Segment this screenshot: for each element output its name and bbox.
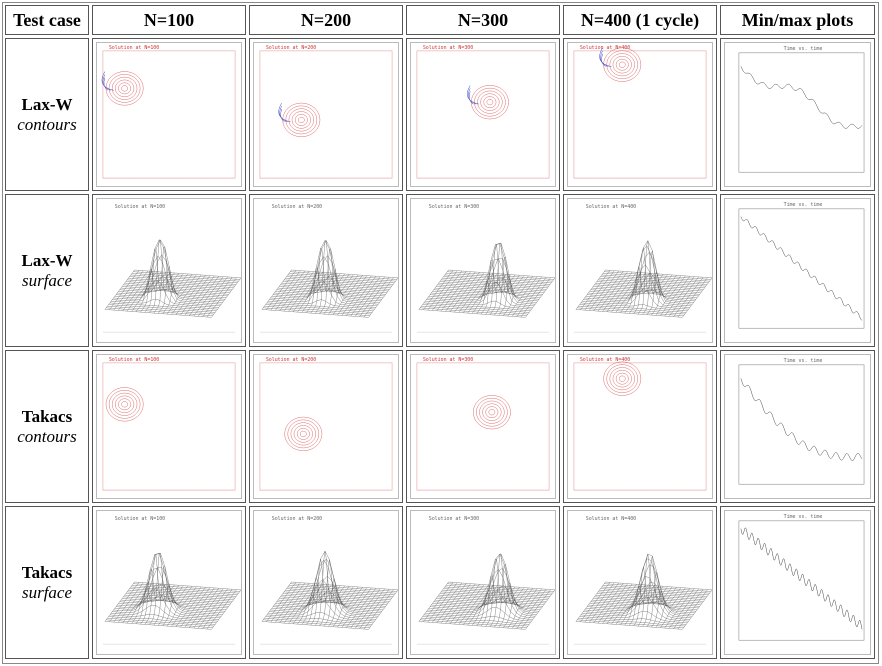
svg-text:Solution at N=100: Solution at N=100 [115,516,165,522]
svg-text:Solution at N=200: Solution at N=200 [272,204,322,210]
svg-text:Solution at N=100: Solution at N=100 [109,45,159,51]
svg-text:Solution at N=300: Solution at N=300 [423,45,473,51]
row-label-bold: Takacs [21,406,73,426]
svg-text:Solution at N=100: Solution at N=100 [115,204,165,210]
surface-plot: Solution at N=100 [96,198,242,343]
header-n300: N=300 [406,5,560,35]
plot-cell: Solution at N=400 [563,350,717,503]
row-label-laxw-contours: Lax-W contours [5,38,89,191]
contour-plot: Solution at N=300 [410,354,556,499]
plot-cell: Time vs. time [720,38,875,191]
svg-text:Time vs. time: Time vs. time [784,46,823,52]
header-n400: N=400 (1 cycle) [563,5,717,35]
row-label-bold: Lax-W [21,94,73,114]
contour-plot: Solution at N=100 [96,42,242,187]
header-test-case: Test case [5,5,89,35]
contour-plot: Solution at N=200 [253,354,399,499]
plot-cell: Solution at N=400 [563,194,717,347]
plot-cell: Solution at N=200 [249,350,403,503]
contour-plot: Solution at N=200 [253,42,399,187]
plot-cell: Solution at N=300 [406,38,560,191]
contour-plot: Solution at N=400 [567,42,713,187]
svg-text:Solution at N=300: Solution at N=300 [429,204,479,210]
svg-text:Time vs. time: Time vs. time [784,514,823,520]
contour-plot: Solution at N=300 [410,42,556,187]
minmax-plot: Time vs. time [724,510,871,655]
svg-text:Solution at N=300: Solution at N=300 [423,357,473,363]
row-label-italic: contours [17,426,77,446]
header-minmax: Min/max plots [720,5,875,35]
plot-cell: Solution at N=100 [92,350,246,503]
svg-text:Solution at N=200: Solution at N=200 [272,516,322,522]
row-label-bold: Lax-W [21,250,73,270]
row-label-laxw-surface: Lax-W surface [5,194,89,347]
contour-plot: Solution at N=400 [567,354,713,499]
surface-plot: Solution at N=200 [253,510,399,655]
header-n100: N=100 [92,5,246,35]
surface-plot: Solution at N=200 [253,198,399,343]
plot-cell: Solution at N=200 [249,38,403,191]
row-label-italic: contours [17,114,77,134]
contour-plot: Solution at N=100 [96,354,242,499]
svg-text:Solution at N=400: Solution at N=400 [580,357,630,363]
svg-text:Solution at N=400: Solution at N=400 [580,45,630,51]
minmax-plot: Time vs. time [724,354,871,499]
plot-cell: Solution at N=100 [92,38,246,191]
row-label-takacs-contours: Takacs contours [5,350,89,503]
svg-text:Time vs. time: Time vs. time [784,358,823,364]
svg-text:Solution at N=400: Solution at N=400 [586,204,636,210]
plot-cell: Solution at N=200 [249,506,403,659]
row-label-takacs-surface: Takacs surface [5,506,89,659]
surface-plot: Solution at N=300 [410,510,556,655]
plot-cell: Solution at N=400 [563,506,717,659]
minmax-plot: Time vs. time [724,198,871,343]
header-n200: N=200 [249,5,403,35]
plot-cell: Time vs. time [720,194,875,347]
surface-plot: Solution at N=400 [567,510,713,655]
svg-text:Solution at N=200: Solution at N=200 [266,357,316,363]
svg-text:Solution at N=400: Solution at N=400 [586,516,636,522]
svg-text:Solution at N=300: Solution at N=300 [429,516,479,522]
plot-cell: Solution at N=200 [249,194,403,347]
plot-cell: Solution at N=300 [406,506,560,659]
plot-cell: Solution at N=400 [563,38,717,191]
surface-plot: Solution at N=100 [96,510,242,655]
svg-text:Solution at N=100: Solution at N=100 [109,357,159,363]
row-label-italic: surface [21,270,73,290]
plot-cell: Time vs. time [720,350,875,503]
svg-text:Time vs. time: Time vs. time [784,202,823,208]
svg-text:Solution at N=200: Solution at N=200 [266,45,316,51]
minmax-plot: Time vs. time [724,42,871,187]
plot-cell: Solution at N=300 [406,194,560,347]
plot-cell: Solution at N=100 [92,194,246,347]
plot-cell: Solution at N=100 [92,506,246,659]
surface-plot: Solution at N=300 [410,198,556,343]
row-label-bold: Takacs [21,562,73,582]
row-label-italic: surface [21,582,73,602]
plot-cell: Solution at N=300 [406,350,560,503]
plot-cell: Time vs. time [720,506,875,659]
surface-plot: Solution at N=400 [567,198,713,343]
